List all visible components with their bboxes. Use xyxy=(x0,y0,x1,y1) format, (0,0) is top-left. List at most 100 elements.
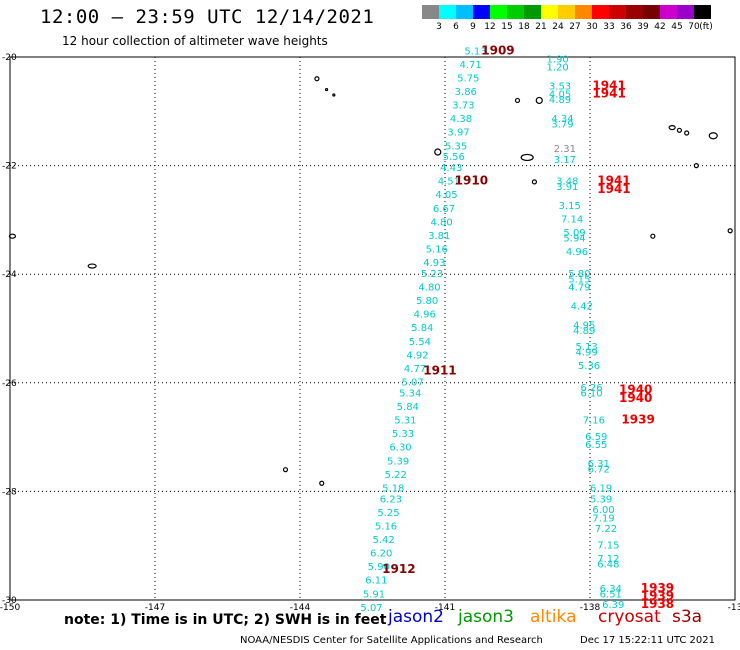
swh-label: 6.31 xyxy=(588,459,610,470)
swh-label: 4.71 xyxy=(460,60,482,71)
swh-label: 4.96 xyxy=(566,247,588,258)
swh-label: 5.15 xyxy=(568,274,590,285)
colorbar-swatch xyxy=(643,5,660,19)
lat-tick-label: -26 xyxy=(2,379,17,389)
swh-label: 5.94 xyxy=(563,234,585,245)
swh-label: 4.92 xyxy=(406,350,428,361)
swh-label: 5.39 xyxy=(590,494,612,505)
colorbar-swatch xyxy=(473,5,490,19)
colorbar-swatch xyxy=(524,5,541,19)
swh-label: 6.72 xyxy=(588,464,610,475)
colorbar-label: 39 xyxy=(637,22,649,32)
swh-label: 6.23 xyxy=(380,494,402,505)
time-label: 1939 xyxy=(621,413,654,427)
swh-label: 4.80 xyxy=(431,217,453,228)
colorbar-swatch xyxy=(422,5,439,19)
colorbar-label: 30 xyxy=(586,22,598,32)
swh-label: 6.11 xyxy=(365,576,387,587)
colorbar-swatch xyxy=(626,5,643,19)
swh-label: 5.84 xyxy=(397,402,419,413)
lon-tick-label: -141 xyxy=(435,603,455,613)
swh-label: 5.54 xyxy=(409,337,431,348)
island-outline xyxy=(708,132,718,140)
colorbar-label: 6 xyxy=(453,22,459,32)
swh-label: 5.31 xyxy=(394,416,416,427)
colorbar-swatch xyxy=(439,5,456,19)
colorbar-label: 36 xyxy=(620,22,632,32)
island-outline xyxy=(727,228,733,234)
swh-label: 4.79 xyxy=(568,282,590,293)
island-outline xyxy=(531,179,538,185)
island-outline xyxy=(332,93,336,97)
swh-label: 4.95 xyxy=(573,321,595,332)
swh-label: 4.80 xyxy=(418,282,440,293)
lon-tick-label: -150 xyxy=(0,603,20,613)
swh-label: 5.35 xyxy=(445,141,467,152)
lon-tick-label: -144 xyxy=(290,603,311,613)
colorbar-label: 18 xyxy=(518,22,530,32)
colorbar-swatch xyxy=(558,5,575,19)
colorbar xyxy=(422,5,711,19)
island-outline xyxy=(684,130,690,136)
island-outline xyxy=(650,233,656,239)
island-outline xyxy=(520,153,534,162)
time-label: 1910 xyxy=(455,174,488,188)
swh-label: 3.81 xyxy=(428,231,450,242)
swh-label: 5.36 xyxy=(578,361,600,372)
swh-label: 6.20 xyxy=(370,549,392,560)
time-label: 1941 xyxy=(597,182,630,196)
colorbar-label: 3 xyxy=(436,22,442,32)
swh-label: 5.33 xyxy=(392,429,414,440)
time-label: 1940 xyxy=(619,391,652,405)
colorbar-swatch xyxy=(490,5,507,19)
swh-label: 5.25 xyxy=(377,508,399,519)
swh-label: 6.19 xyxy=(590,483,612,494)
colorbar-swatch xyxy=(694,5,711,19)
page-subtitle: 12 hour collection of altimeter wave hei… xyxy=(62,34,328,48)
lon-tick-label: -13 xyxy=(728,603,740,613)
swh-label: 1.20 xyxy=(547,63,569,74)
swh-label: 6.48 xyxy=(597,559,619,570)
island-outline xyxy=(693,163,699,169)
time-label: 1912 xyxy=(382,562,415,576)
colorbar-label: 9 xyxy=(470,22,476,32)
generated-timestamp: Dec 17 15:22:11 UTC 2021 xyxy=(580,635,715,646)
swh-label: 5.18 xyxy=(382,483,404,494)
swh-label: 6.51 xyxy=(600,589,622,600)
swh-label: 5.42 xyxy=(373,535,395,546)
lat-tick-label: -28 xyxy=(2,487,17,497)
colorbar-swatch xyxy=(507,5,524,19)
swh-label: 5.13 xyxy=(576,342,598,353)
satellite-jason2: jason2 xyxy=(388,607,444,627)
island-outline xyxy=(87,263,97,269)
swh-label: 5.07 xyxy=(402,378,424,389)
swh-label: 6.39 xyxy=(602,600,624,611)
swh-label: 3.91 xyxy=(556,182,578,193)
lat-tick-label: -22 xyxy=(2,162,17,172)
colorbar-swatch xyxy=(541,5,558,19)
time-label: 1941 xyxy=(597,174,630,188)
swh-label: 5.13 xyxy=(464,46,486,57)
page-title: 12:00 – 23:59 UTC 12/14/2021 xyxy=(40,6,375,28)
swh-label: 5.34 xyxy=(399,388,421,399)
island-outline xyxy=(8,233,17,239)
island-outline xyxy=(668,124,676,131)
colorbar-label: 21 xyxy=(535,22,547,32)
time-label: 1939 xyxy=(641,589,674,603)
swh-label: 6.59 xyxy=(585,432,607,443)
swh-label: 7.16 xyxy=(583,416,605,427)
colorbar-label: 70 xyxy=(688,22,700,32)
swh-label: 6.34 xyxy=(600,584,622,595)
swh-label: 5.16 xyxy=(375,521,397,532)
colorbar-swatch xyxy=(609,5,626,19)
colorbar-label: 33 xyxy=(603,22,615,32)
time-label: 1940 xyxy=(619,383,652,397)
colorbar-label: 12 xyxy=(484,22,496,32)
colorbar-swatch xyxy=(575,5,592,19)
swh-label: 7.14 xyxy=(561,215,583,226)
time-label: 1941 xyxy=(592,87,625,101)
swh-label: 7.19 xyxy=(592,513,614,524)
lat-tick-label: -24 xyxy=(2,270,17,280)
colorbar-swatch xyxy=(592,5,609,19)
